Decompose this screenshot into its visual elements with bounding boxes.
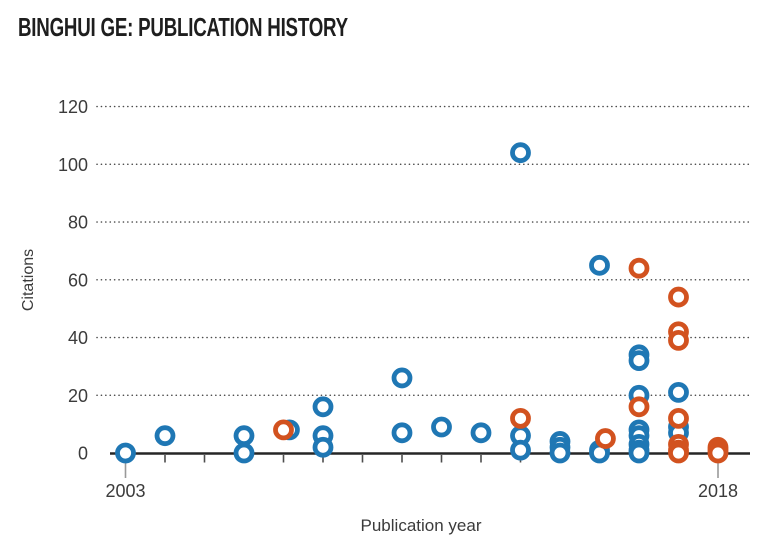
data-point-series-orange-1 xyxy=(510,407,531,429)
y-tick-label-120: 120 xyxy=(58,97,88,117)
data-point-series-orange-0 xyxy=(273,419,294,441)
data-point-series-blue-18 xyxy=(589,254,610,276)
data-point-series-blue-14 xyxy=(510,439,531,461)
data-point-series-orange-14 xyxy=(707,442,729,464)
data-point-series-blue-3 xyxy=(233,442,255,464)
chart-title: BINGHUI GE: PUBLICATION HISTORY xyxy=(18,12,348,42)
data-point-series-orange-8 xyxy=(668,407,689,429)
data-point-series-orange-5 xyxy=(668,286,689,308)
data-point-series-blue-29 xyxy=(668,381,689,403)
data-point-series-blue-22 xyxy=(628,350,650,372)
data-point-series-orange-7 xyxy=(668,329,689,351)
data-point-series-blue-2 xyxy=(233,425,255,447)
data-point-series-orange-3 xyxy=(628,257,650,279)
x-axis-label: Publication year xyxy=(360,516,482,535)
data-point-series-blue-11 xyxy=(470,422,492,444)
data-point-series-blue-17 xyxy=(549,442,571,464)
y-tick-label-40: 40 xyxy=(68,328,88,348)
y-tick-label-0: 0 xyxy=(78,444,88,464)
data-point-series-blue-1 xyxy=(154,425,176,447)
data-point-series-orange-2 xyxy=(595,428,616,449)
x-tick-label-2018: 2018 xyxy=(698,481,738,501)
y-tick-label-20: 20 xyxy=(68,386,88,406)
data-point-series-blue-8 xyxy=(391,367,413,389)
data-point-series-blue-12 xyxy=(510,142,531,164)
x-tick-label-2003: 2003 xyxy=(105,481,145,501)
data-point-series-orange-4 xyxy=(628,396,650,418)
data-point-series-blue-9 xyxy=(391,422,413,444)
y-tick-label-80: 80 xyxy=(68,213,88,233)
data-point-series-blue-0 xyxy=(115,442,136,464)
y-tick-label-60: 60 xyxy=(68,270,88,290)
y-tick-label-100: 100 xyxy=(58,155,88,175)
data-point-series-blue-5 xyxy=(312,396,334,418)
data-point-series-blue-7 xyxy=(312,436,334,458)
data-point-series-blue-10 xyxy=(431,416,452,438)
data-point-series-orange-11 xyxy=(668,442,689,464)
data-point-series-blue-28 xyxy=(628,442,650,464)
